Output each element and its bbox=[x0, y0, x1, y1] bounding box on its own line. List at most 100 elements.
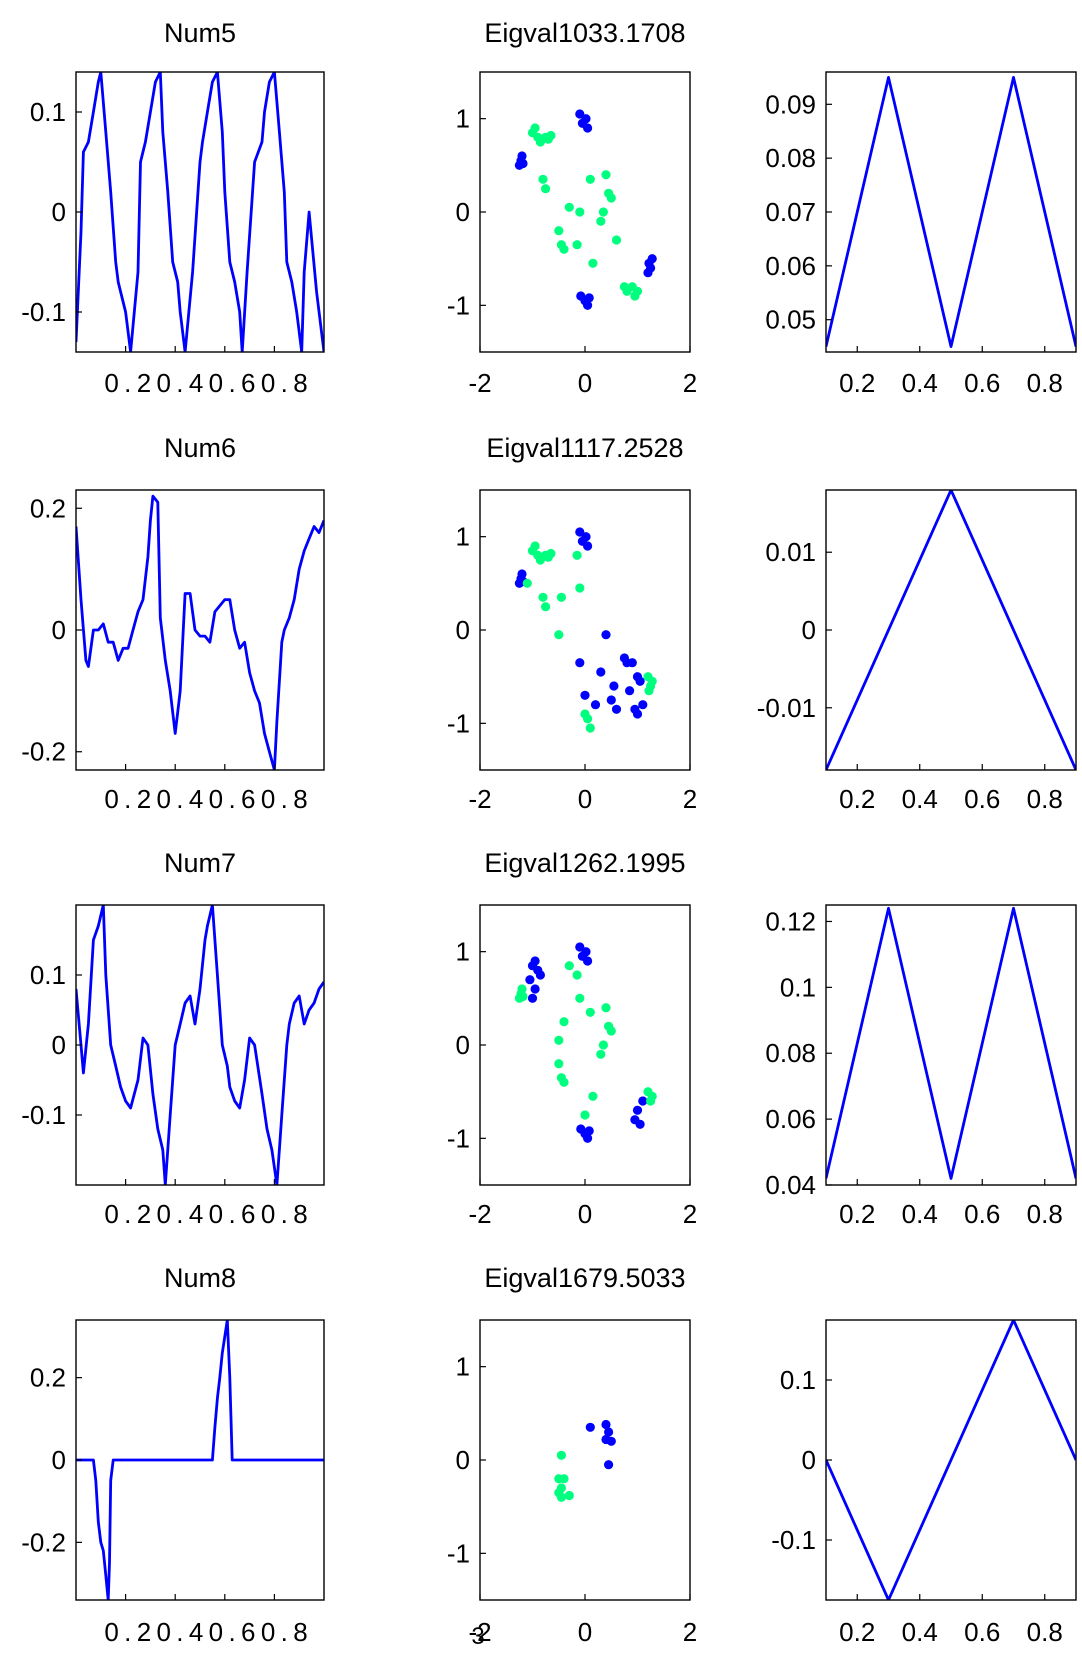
scatter-point bbox=[604, 1460, 614, 1470]
scatter-point bbox=[575, 993, 585, 1003]
x-tick-label: 0.4 bbox=[902, 1199, 938, 1229]
scatter-point bbox=[559, 1474, 569, 1484]
scatter-point bbox=[632, 286, 643, 296]
scatter-point bbox=[572, 970, 582, 980]
y-tick-label: 1 bbox=[456, 937, 470, 967]
scatter-point bbox=[632, 1105, 643, 1115]
y-tick-label: 0.09 bbox=[765, 89, 816, 119]
scatter-point bbox=[546, 548, 556, 559]
y-tick-label: -0.01 bbox=[757, 693, 816, 723]
scatter-point bbox=[625, 686, 635, 696]
y-tick-label: 0.1 bbox=[780, 972, 816, 1002]
y-tick-label: 0 bbox=[52, 1445, 66, 1475]
subplot-title: Num5 bbox=[164, 18, 236, 48]
scatter-point bbox=[601, 1003, 611, 1013]
scatter-point bbox=[559, 1077, 569, 1087]
scatter-point bbox=[601, 630, 611, 640]
scatter-point bbox=[583, 300, 593, 310]
x-tick-label: 0.4 bbox=[902, 1617, 938, 1647]
subplot-4: Num6 0.2 0 -0.2 0.20.40.60.8 bbox=[21, 433, 325, 814]
scatter-point bbox=[606, 1026, 616, 1036]
scatter-point bbox=[583, 541, 593, 551]
subplot-title: Eigval1033.1708 bbox=[484, 18, 685, 48]
y-tick-label: 0.08 bbox=[765, 1038, 816, 1068]
scatter-point bbox=[585, 723, 595, 733]
y-tick-label: 0.1 bbox=[30, 960, 66, 990]
x-tick-label: 2 bbox=[683, 1199, 697, 1229]
scatter-point bbox=[538, 592, 548, 602]
scatter-point bbox=[606, 193, 616, 203]
scatter-point bbox=[522, 578, 532, 588]
axes-frame bbox=[825, 489, 1077, 771]
subplot-title: Eigval1117.2528 bbox=[486, 433, 683, 463]
scatter-point bbox=[556, 592, 567, 602]
scatter-point bbox=[517, 984, 527, 994]
y-tick-label: 1 bbox=[456, 522, 470, 552]
y-tick-label: 0 bbox=[456, 615, 470, 645]
scatter-point bbox=[611, 704, 622, 714]
scatter-point bbox=[644, 686, 654, 696]
y-tick-label: 0 bbox=[456, 197, 470, 227]
y-tick-label: 0.2 bbox=[30, 1363, 66, 1393]
x-tick-label: 0.2 bbox=[839, 368, 875, 398]
scatter-point bbox=[581, 947, 591, 957]
y-tick-label: 0.1 bbox=[780, 1365, 816, 1395]
x-tick-label: -2 bbox=[468, 1199, 491, 1229]
x-tick-labels: 0.20.40.60.8 bbox=[104, 1199, 307, 1229]
y-tick-label: 0 bbox=[456, 1445, 470, 1475]
x-tick-label: 0 bbox=[578, 1199, 592, 1229]
scatter-point bbox=[611, 235, 622, 245]
scatter-point bbox=[598, 1040, 609, 1050]
subplot-title: Num7 bbox=[164, 848, 236, 878]
axes-frame bbox=[479, 71, 691, 353]
plot-area bbox=[554, 1419, 616, 1502]
subplot-8: Eigval1262.1995 1 0 -1 -2 0 2 bbox=[447, 848, 697, 1229]
scatter-point bbox=[572, 240, 582, 250]
plot-area bbox=[826, 1320, 1076, 1600]
scatter-point bbox=[559, 1017, 569, 1027]
plot-area bbox=[826, 490, 1076, 770]
y-tick-label: 0.12 bbox=[765, 906, 816, 936]
scatter-point bbox=[556, 1492, 567, 1502]
scatter-point bbox=[638, 1096, 648, 1106]
series-line bbox=[826, 490, 1076, 770]
axes-frame bbox=[479, 489, 691, 771]
scatter-point bbox=[530, 123, 540, 133]
scatter-point bbox=[580, 690, 590, 700]
series-line bbox=[826, 906, 1076, 1180]
y-tick-label: 0.2 bbox=[30, 493, 66, 523]
x-tick-label: 0 bbox=[578, 368, 592, 398]
scatter-point bbox=[556, 1450, 567, 1460]
scatter-point bbox=[554, 226, 564, 236]
scatter-point bbox=[554, 630, 564, 640]
x-tick-label: 0.4 bbox=[902, 368, 938, 398]
y-tick-label: 0.06 bbox=[765, 1104, 816, 1134]
scatter-point bbox=[647, 676, 657, 686]
scatter-point bbox=[559, 244, 569, 254]
scatter-point bbox=[584, 293, 594, 303]
scatter-point bbox=[596, 667, 606, 677]
scatter-point bbox=[530, 984, 540, 994]
scatter-point bbox=[518, 991, 528, 1002]
x-tick-labels: 0.20.40.60.8 bbox=[104, 1617, 307, 1647]
subplot-5: Eigval1117.2528 1 0 -1 -2 0 2 bbox=[447, 433, 697, 814]
x-tick-label: 2 bbox=[683, 368, 697, 398]
x-tick-label: -2 bbox=[468, 1617, 491, 1647]
scatter-point bbox=[632, 709, 643, 719]
x-tick-label: 0.8 bbox=[1027, 784, 1063, 814]
scatter-point bbox=[535, 970, 546, 980]
x-tick-label: 0 bbox=[578, 1617, 592, 1647]
plot-area bbox=[826, 906, 1076, 1180]
y-tick-label: 1 bbox=[456, 104, 470, 134]
subplot-2: Eigval1033.1708 1 0 -1 -2 0 2 bbox=[447, 18, 697, 398]
series-line bbox=[826, 1320, 1076, 1600]
scatter-point bbox=[575, 207, 585, 217]
y-tick-label: -1 bbox=[447, 708, 470, 738]
scatter-point bbox=[601, 1419, 611, 1430]
y-tick-label: 0 bbox=[52, 615, 66, 645]
scatter-point bbox=[598, 207, 609, 217]
y-tick-label: -0.2 bbox=[21, 1527, 66, 1557]
subplot-title: Num6 bbox=[164, 433, 236, 463]
y-tick-label: 0.06 bbox=[765, 251, 816, 281]
